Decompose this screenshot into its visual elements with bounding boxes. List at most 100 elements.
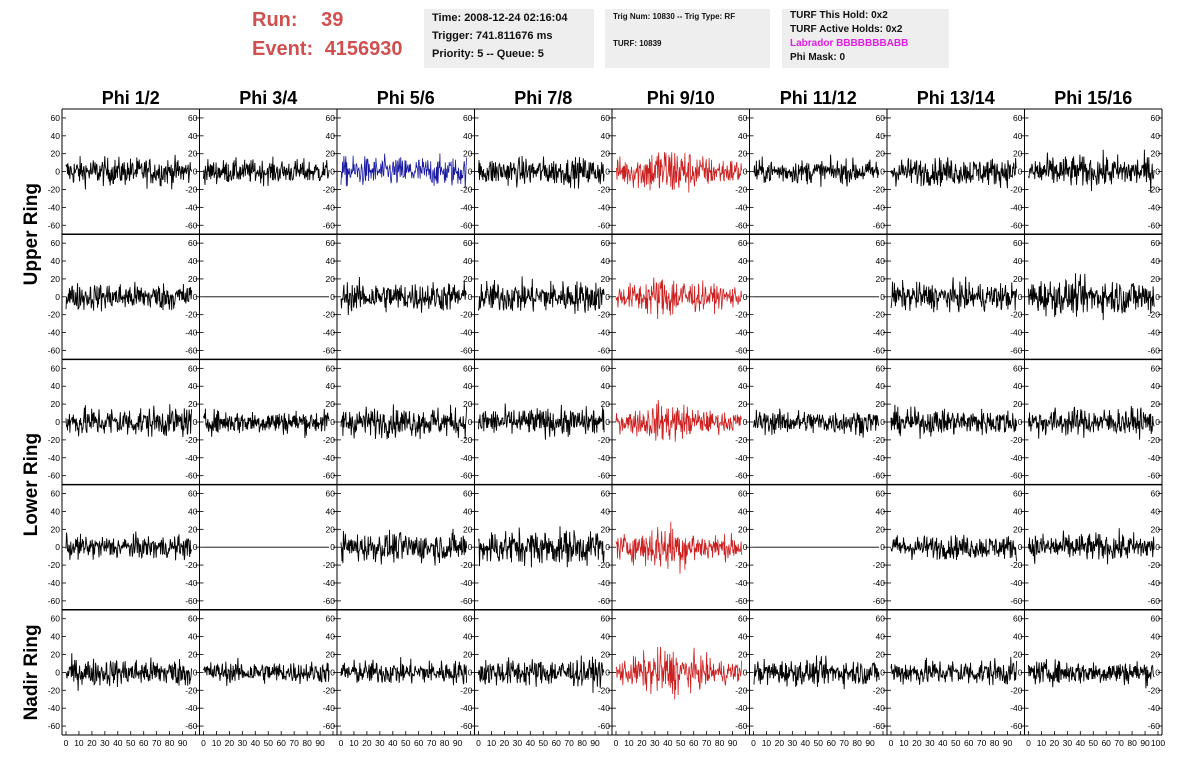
- y-tick-label: -40: [323, 703, 336, 713]
- y-tick-label: 0: [55, 292, 60, 302]
- y-tick-label: 60: [463, 489, 473, 499]
- x-tick-label: 0: [201, 738, 206, 748]
- x-tick-label: 10: [899, 738, 909, 748]
- y-tick-label: 20: [738, 274, 748, 284]
- y-tick-label: -40: [1010, 453, 1023, 463]
- y-tick-label: -60: [185, 721, 198, 731]
- y-tick-label: -20: [1148, 310, 1161, 320]
- y-tick-label: 20: [738, 149, 748, 159]
- y-tick-label: 40: [1013, 506, 1023, 516]
- y-tick-label: 0: [605, 542, 610, 552]
- y-tick-label: -60: [460, 471, 473, 481]
- y-tick-label: -20: [185, 560, 198, 570]
- y-tick-label: 60: [463, 113, 473, 123]
- y-tick-label: 40: [51, 381, 61, 391]
- y-tick-label: 0: [468, 417, 473, 427]
- x-tick-label: 0: [614, 738, 619, 748]
- y-tick-label: -20: [48, 560, 61, 570]
- y-tick-label: 60: [1013, 489, 1023, 499]
- y-tick-label: -40: [185, 578, 198, 588]
- y-tick-label: -20: [598, 435, 611, 445]
- y-tick-label: -20: [735, 435, 748, 445]
- y-tick-label: 0: [193, 292, 198, 302]
- y-tick-label: -40: [735, 703, 748, 713]
- x-tick-label: 40: [113, 738, 123, 748]
- y-tick-label: -60: [460, 345, 473, 355]
- waveform-trace: [340, 657, 468, 686]
- y-tick-label: 20: [188, 149, 198, 159]
- y-tick-label: 40: [601, 131, 611, 141]
- y-tick-label: 20: [738, 650, 748, 660]
- y-tick-label: 40: [51, 632, 61, 642]
- y-tick-label: 40: [51, 506, 61, 516]
- time-text: Time: 2008-12-24 02:16:04: [432, 12, 568, 24]
- y-tick-label: 60: [326, 489, 336, 499]
- waveform-trace: [65, 154, 193, 190]
- y-tick-label: -60: [460, 220, 473, 230]
- row-label: Upper Ring: [21, 183, 42, 285]
- waveform-trace: [478, 155, 605, 189]
- column-header: Phi 15/16: [1054, 88, 1132, 108]
- y-tick-label: 40: [188, 632, 198, 642]
- x-tick-label: 70: [564, 738, 574, 748]
- column-header: Phi 11/12: [780, 88, 857, 108]
- y-tick-label: -20: [323, 310, 336, 320]
- y-tick-label: 0: [193, 167, 198, 177]
- y-tick-label: 0: [330, 167, 335, 177]
- y-tick-label: -60: [323, 596, 336, 606]
- x-tick-label: 90: [178, 738, 188, 748]
- y-tick-label: -40: [185, 202, 198, 212]
- y-tick-label: 40: [738, 381, 748, 391]
- y-tick-label: -40: [873, 328, 886, 338]
- x-tick-label: 10: [762, 738, 772, 748]
- y-tick-label: 20: [188, 399, 198, 409]
- y-tick-label: 40: [188, 506, 198, 516]
- y-tick-label: 20: [51, 399, 61, 409]
- y-tick-label: 60: [51, 489, 61, 499]
- y-tick-label: -20: [48, 184, 61, 194]
- waveform-trace: [615, 646, 742, 700]
- y-tick-label: 0: [468, 667, 473, 677]
- y-tick-label: 40: [738, 131, 748, 141]
- y-tick-label: 40: [463, 632, 473, 642]
- x-tick-label: 50: [951, 738, 961, 748]
- x-tick-label: 90: [590, 738, 600, 748]
- x-tick-label: 30: [1063, 738, 1073, 748]
- y-tick-label: -20: [460, 184, 473, 194]
- y-tick-label: 20: [51, 274, 61, 284]
- x-tick-label: 80: [165, 738, 175, 748]
- y-tick-label: -20: [1148, 184, 1161, 194]
- y-tick-label: -60: [873, 345, 886, 355]
- x-tick-label: 40: [251, 738, 261, 748]
- y-tick-label: 20: [188, 650, 198, 660]
- x-tick-label: 40: [1076, 738, 1086, 748]
- y-tick-label: 60: [601, 113, 611, 123]
- y-tick-label: 40: [188, 381, 198, 391]
- trig-num-text: Trig Num: 10830 -- Trig Type: RF: [613, 12, 736, 21]
- y-tick-label: -40: [598, 453, 611, 463]
- y-tick-label: 20: [601, 399, 611, 409]
- x-tick-label: 20: [225, 738, 235, 748]
- column-header: Phi 13/14: [917, 88, 995, 108]
- y-tick-label: 20: [463, 524, 473, 534]
- turf-hold-text: TURF This Hold: 0x2: [790, 10, 888, 21]
- y-tick-label: 0: [743, 292, 748, 302]
- waveform-trace: [1028, 528, 1155, 565]
- y-tick-label: -60: [1148, 596, 1161, 606]
- column-header: Phi 3/4: [239, 88, 297, 108]
- y-tick-label: 60: [1151, 113, 1161, 123]
- y-tick-label: 20: [1151, 274, 1161, 284]
- y-tick-label: 60: [876, 113, 886, 123]
- y-tick-label: 60: [326, 614, 336, 624]
- y-tick-label: -20: [1010, 435, 1023, 445]
- x-tick-label: 10: [624, 738, 634, 748]
- y-tick-label: -20: [185, 685, 198, 695]
- x-tick-label: 30: [925, 738, 935, 748]
- y-tick-label: -40: [460, 328, 473, 338]
- waveform-trace: [615, 152, 742, 193]
- row-label: Lower Ring: [21, 433, 42, 536]
- y-tick-label: 20: [876, 274, 886, 284]
- x-tick-label: 0: [64, 738, 69, 748]
- y-tick-label: 40: [601, 506, 611, 516]
- waveform-trace: [615, 521, 742, 574]
